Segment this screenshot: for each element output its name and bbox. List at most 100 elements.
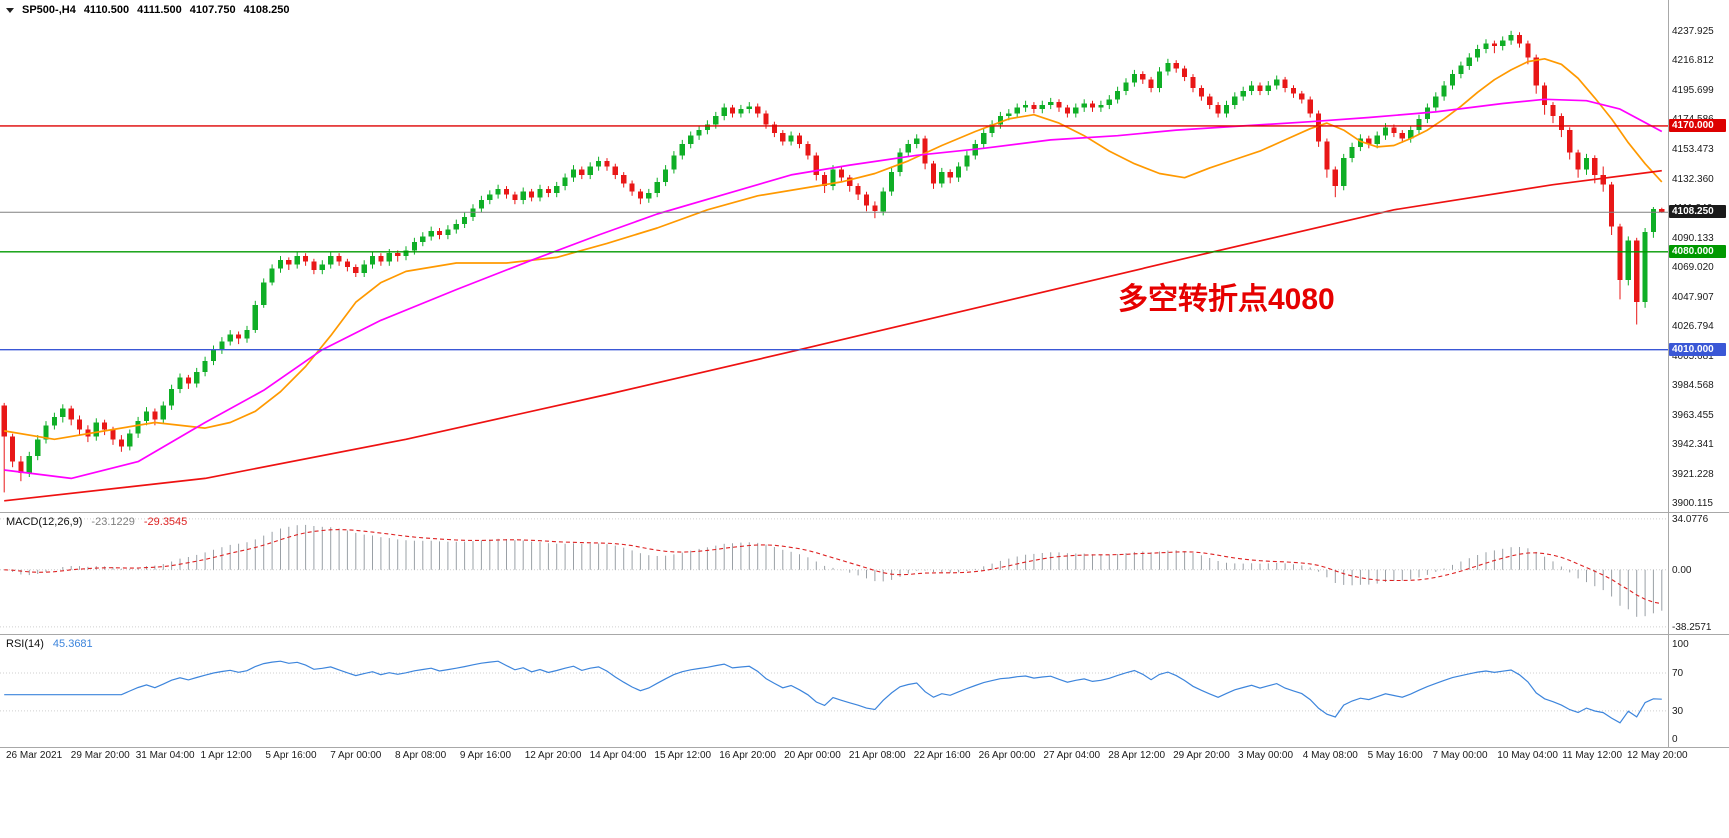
candle-body [1416,118,1422,131]
time-axis[interactable]: 26 Mar 2021 29 Mar 20:00 31 Mar 04:00 1 Apr… [0,750,1729,765]
candle-body [855,186,861,195]
candle-body [110,429,116,440]
candle-body [436,230,443,235]
candle-body [822,174,828,187]
candle-body [1089,103,1096,108]
candle-body [1399,132,1405,139]
macd-value-main: -23.1229 [91,516,135,528]
price-axis-label: 4026.794 [1672,321,1714,333]
time-axis-label: 27 Apr 04:00 [1043,750,1101,761]
candle-body [596,160,602,167]
candle-body [1207,96,1213,105]
panel-separator[interactable] [0,512,1729,513]
time-axis-label: 15 Apr 12:00 [654,750,712,761]
candle-body [1374,135,1380,145]
time-axis-label: 12 May 20:00 [1627,750,1688,761]
candle-body [43,425,49,440]
candle-body [51,416,57,426]
macd-value-signal: -29.3545 [143,516,188,528]
candle-body [202,360,208,373]
candle-body [445,229,451,235]
macd-indicator-chart[interactable] [0,513,1668,634]
quote-high: 4111.500 [137,4,182,16]
candle-body [244,330,250,339]
candle-body [1366,138,1372,145]
main-price-chart[interactable] [0,0,1668,512]
time-axis-label: 31 Mar 04:00 [135,750,195,761]
candle-body [93,422,99,437]
candle-body [353,267,359,273]
candle-body [1290,88,1297,94]
candle-body [570,169,577,178]
candle-body [1223,104,1230,114]
hline-price-badge: 4010.000 [1669,342,1726,356]
candle-body [939,172,945,184]
candle-body [177,377,183,389]
candle-body [1123,82,1129,91]
price-axis-label: 4132.360 [1672,173,1714,185]
candle-body [562,177,568,187]
candle-body [1265,85,1271,91]
candle-body [252,305,258,331]
candle-body [185,377,191,384]
candle-body [545,188,551,194]
candle-body [1542,85,1548,105]
candle-body [210,349,217,361]
candle-body [830,169,836,187]
candle-body [303,256,309,262]
candle-body [679,144,685,156]
ma-line-fast-orange [4,57,1663,441]
axis-border [1668,0,1669,747]
candle-body [1625,240,1631,280]
candle-body [989,124,995,133]
candle-body [746,106,752,110]
macd-title: MACD(12,26,9) [6,516,83,528]
candle-body [1567,130,1573,153]
candle-body [1131,74,1137,83]
candle-body [1634,240,1640,303]
candle-body [1324,141,1330,170]
candle-body [847,177,853,187]
candle-body [160,405,166,420]
macd-scale-label: -38.2571 [1672,621,1712,633]
candle-body [1006,113,1012,117]
candle-body [236,334,242,339]
price-axis-label: 4153.473 [1672,144,1714,156]
time-axis-label: 22 Apr 16:00 [913,750,971,761]
panel-separator[interactable] [0,634,1729,635]
candle-body [1592,158,1598,175]
candle-body [771,124,777,133]
candle-body [863,194,870,206]
candle-body [1433,96,1439,108]
price-axis[interactable]: 4237.9254216.8124195.6994174.5864153.473… [1668,0,1729,747]
candle-body [654,181,660,194]
candle-body [763,113,769,125]
candle-body [1382,127,1389,136]
price-axis-label: 4195.699 [1672,84,1714,96]
candle-body [118,439,124,447]
candle-body [336,256,342,262]
chart-dropdown-icon[interactable] [6,7,14,13]
candle-body [1316,113,1322,142]
candle-body [897,152,903,173]
candle-body [713,116,719,125]
candle-body [1039,104,1045,110]
candle-body [1056,102,1062,108]
price-axis-label: 4090.133 [1672,232,1714,244]
time-axis-label: 5 Apr 16:00 [265,750,317,761]
candle-body [738,109,744,114]
candle-body [956,166,962,178]
candle-body [880,191,886,212]
quote-low: 4107.750 [189,4,236,16]
rsi-scale-label: 70 [1672,667,1684,679]
rsi-indicator-chart[interactable] [0,635,1668,747]
candle-body [1466,57,1472,66]
time-axis-label: 1 Apr 12:00 [200,750,252,761]
candle-body [1299,93,1305,100]
candle-body [1073,107,1079,114]
hline-price-badge: 4080.000 [1669,244,1726,258]
panel-separator[interactable] [0,747,1729,748]
candle-body [981,132,987,145]
candle-body [1198,88,1204,97]
